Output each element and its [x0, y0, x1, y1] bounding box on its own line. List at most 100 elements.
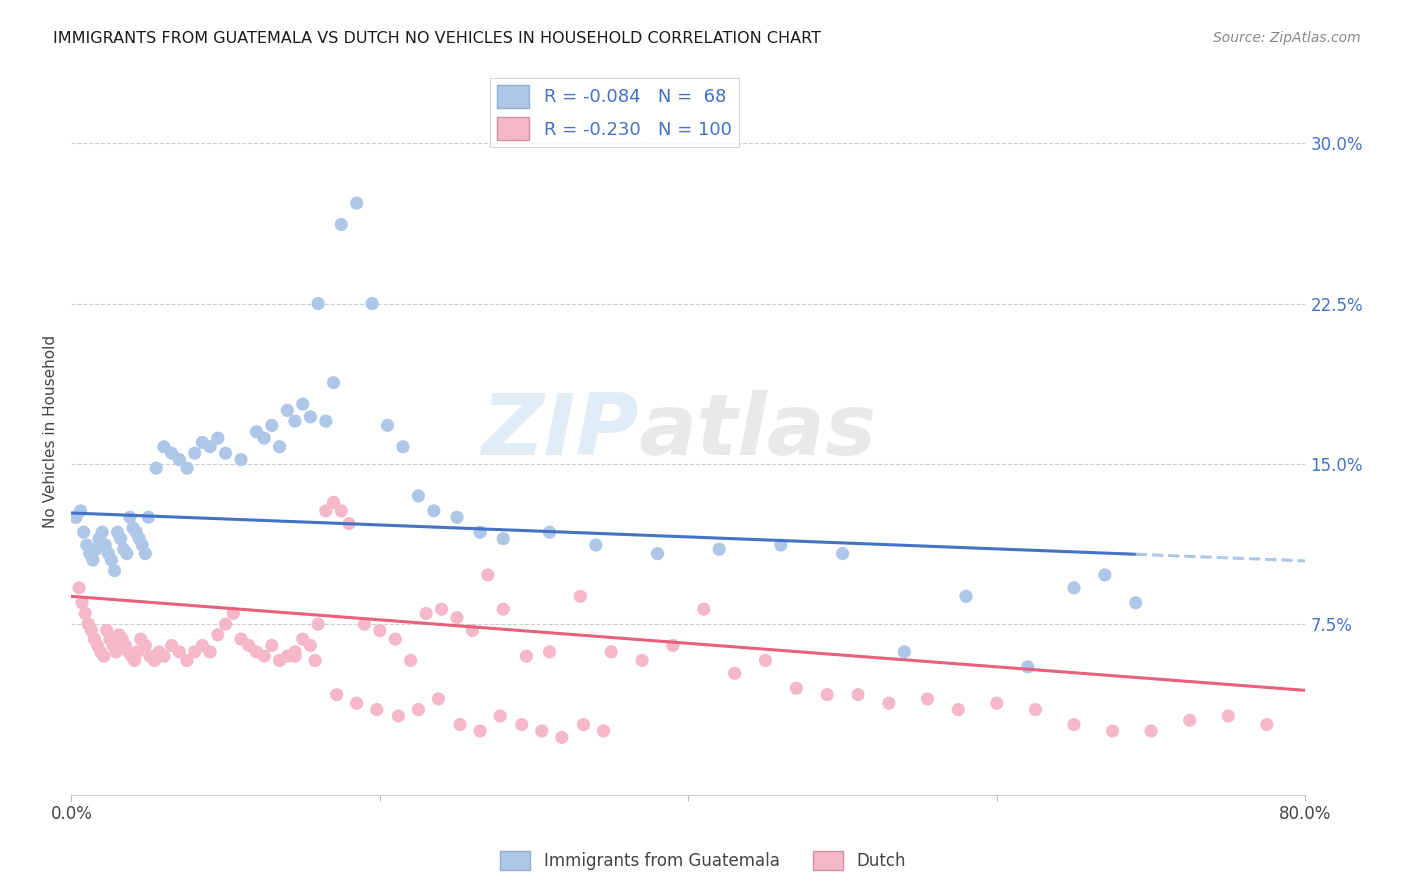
Point: [893, 645, 915, 659]
Text: Source: ZipAtlas.com: Source: ZipAtlas.com: [1213, 31, 1361, 45]
Point: [128, 532, 150, 546]
Point: [129, 632, 152, 646]
Point: [515, 649, 537, 664]
Point: [461, 624, 484, 638]
Point: [489, 709, 512, 723]
Point: [222, 607, 245, 621]
Point: [97, 547, 120, 561]
Point: [72, 525, 94, 540]
Point: [831, 547, 853, 561]
Point: [80, 624, 103, 638]
Point: [125, 525, 148, 540]
Point: [1178, 713, 1201, 727]
Point: [110, 532, 132, 546]
Text: atlas: atlas: [638, 391, 877, 474]
Point: [103, 564, 125, 578]
Point: [299, 639, 322, 653]
Point: [284, 414, 307, 428]
Point: [1094, 568, 1116, 582]
Point: [723, 666, 745, 681]
Point: [131, 538, 153, 552]
Point: [538, 645, 561, 659]
Point: [551, 731, 574, 745]
Point: [423, 504, 446, 518]
Point: [399, 653, 422, 667]
Point: [468, 525, 491, 540]
Point: [955, 590, 977, 604]
Point: [322, 376, 344, 390]
Point: [492, 532, 515, 546]
Legend: R = -0.084   N =  68, R = -0.230   N = 100: R = -0.084 N = 68, R = -0.230 N = 100: [489, 78, 740, 147]
Point: [114, 639, 136, 653]
Point: [269, 440, 291, 454]
Point: [84, 542, 107, 557]
Point: [477, 568, 499, 582]
Legend: Immigrants from Guatemala, Dutch: Immigrants from Guatemala, Dutch: [494, 844, 912, 877]
Point: [948, 703, 970, 717]
Point: [229, 632, 252, 646]
Point: [82, 553, 104, 567]
Point: [105, 645, 128, 659]
Point: [585, 538, 607, 552]
Point: [91, 525, 114, 540]
Point: [291, 632, 314, 646]
Point: [143, 653, 166, 667]
Point: [387, 709, 409, 723]
Point: [785, 681, 807, 696]
Point: [108, 628, 131, 642]
Point: [107, 525, 129, 540]
Point: [269, 653, 291, 667]
Point: [315, 414, 337, 428]
Point: [284, 645, 307, 659]
Point: [134, 547, 156, 561]
Point: [430, 602, 453, 616]
Point: [191, 435, 214, 450]
Point: [315, 504, 337, 518]
Point: [260, 639, 283, 653]
Point: [1017, 660, 1039, 674]
Point: [337, 516, 360, 531]
Point: [169, 452, 191, 467]
Point: [94, 538, 117, 552]
Point: [709, 542, 731, 557]
Point: [408, 489, 430, 503]
Point: [124, 653, 146, 667]
Point: [134, 639, 156, 653]
Text: IMMIGRANTS FROM GUATEMALA VS DUTCH NO VEHICLES IN HOUSEHOLD CORRELATION CHART: IMMIGRANTS FROM GUATEMALA VS DUTCH NO VE…: [53, 31, 821, 46]
Point: [662, 639, 685, 653]
Point: [65, 510, 87, 524]
Point: [93, 649, 115, 664]
Point: [986, 696, 1008, 710]
Point: [384, 632, 406, 646]
Point: [346, 696, 368, 710]
Point: [631, 653, 654, 667]
Point: [1024, 703, 1046, 717]
Point: [846, 688, 869, 702]
Point: [148, 645, 170, 659]
Point: [191, 639, 214, 653]
Point: [138, 510, 160, 524]
Point: [90, 645, 112, 659]
Point: [468, 723, 491, 738]
Point: [69, 504, 91, 518]
Point: [260, 418, 283, 433]
Point: [67, 581, 90, 595]
Point: [65, 510, 87, 524]
Point: [600, 645, 623, 659]
Point: [330, 504, 353, 518]
Point: [169, 645, 191, 659]
Point: [815, 688, 838, 702]
Point: [530, 723, 553, 738]
Point: [361, 296, 384, 310]
Point: [207, 431, 229, 445]
Point: [118, 510, 141, 524]
Point: [427, 692, 450, 706]
Point: [284, 649, 307, 664]
Point: [127, 645, 149, 659]
Point: [592, 723, 614, 738]
Point: [198, 440, 221, 454]
Point: [291, 397, 314, 411]
Point: [96, 624, 118, 638]
Point: [307, 617, 329, 632]
Point: [183, 645, 205, 659]
